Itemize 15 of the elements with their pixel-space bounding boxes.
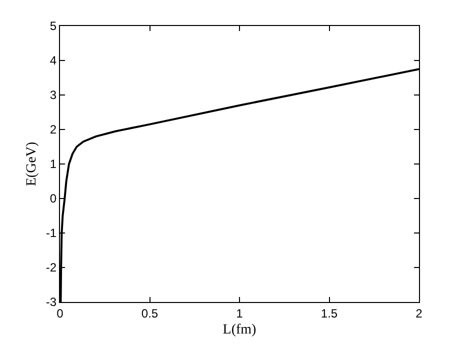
y-tick-label: -1 <box>46 226 57 240</box>
y-tick-label: 1 <box>50 157 57 172</box>
x-tick-label: 0.5 <box>141 306 158 320</box>
y-tick-label: 3 <box>50 88 57 102</box>
y-tick-label: -3 <box>46 295 57 310</box>
x-tick-label: 2 <box>416 306 423 320</box>
y-axis-title: E(GeV) <box>24 142 40 186</box>
y-tick-label: 0 <box>50 192 57 206</box>
y-tick-label: 2 <box>50 122 57 137</box>
x-tick-label: 1 <box>236 306 244 320</box>
x-tick-label: 1.5 <box>320 306 338 320</box>
y-tick-label: 4 <box>50 54 57 68</box>
y-tick-label: -2 <box>46 260 57 275</box>
y-tick-label: 5 <box>50 19 57 34</box>
x-axis-title: L(fm) <box>222 322 257 338</box>
